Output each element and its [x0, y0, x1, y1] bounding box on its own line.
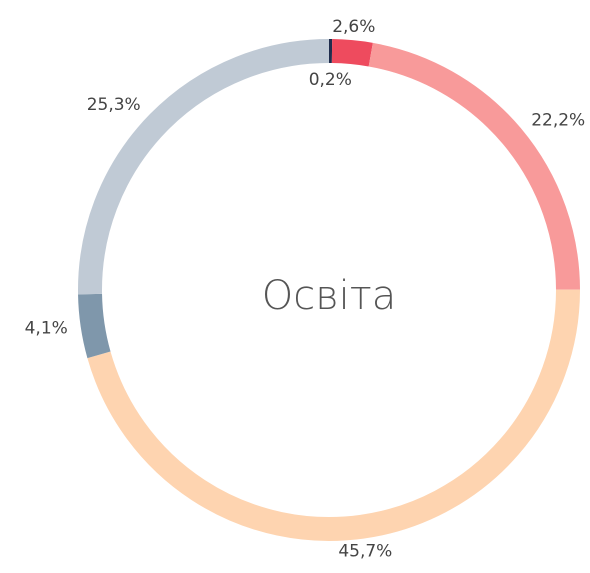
- donut-segment: [78, 39, 330, 295]
- data-label: 25,3%: [87, 95, 141, 115]
- donut-segment: [331, 39, 373, 67]
- chart-title: Освіта: [262, 273, 397, 319]
- donut-segment: [87, 289, 581, 541]
- data-label: 4,1%: [25, 318, 68, 338]
- data-label: 45,7%: [338, 541, 392, 561]
- donut-segment: [368, 42, 580, 290]
- data-label: 2,6%: [332, 17, 375, 37]
- data-label: 22,2%: [531, 110, 585, 130]
- data-label: 0,2%: [309, 70, 352, 90]
- donut-segment: [78, 293, 111, 359]
